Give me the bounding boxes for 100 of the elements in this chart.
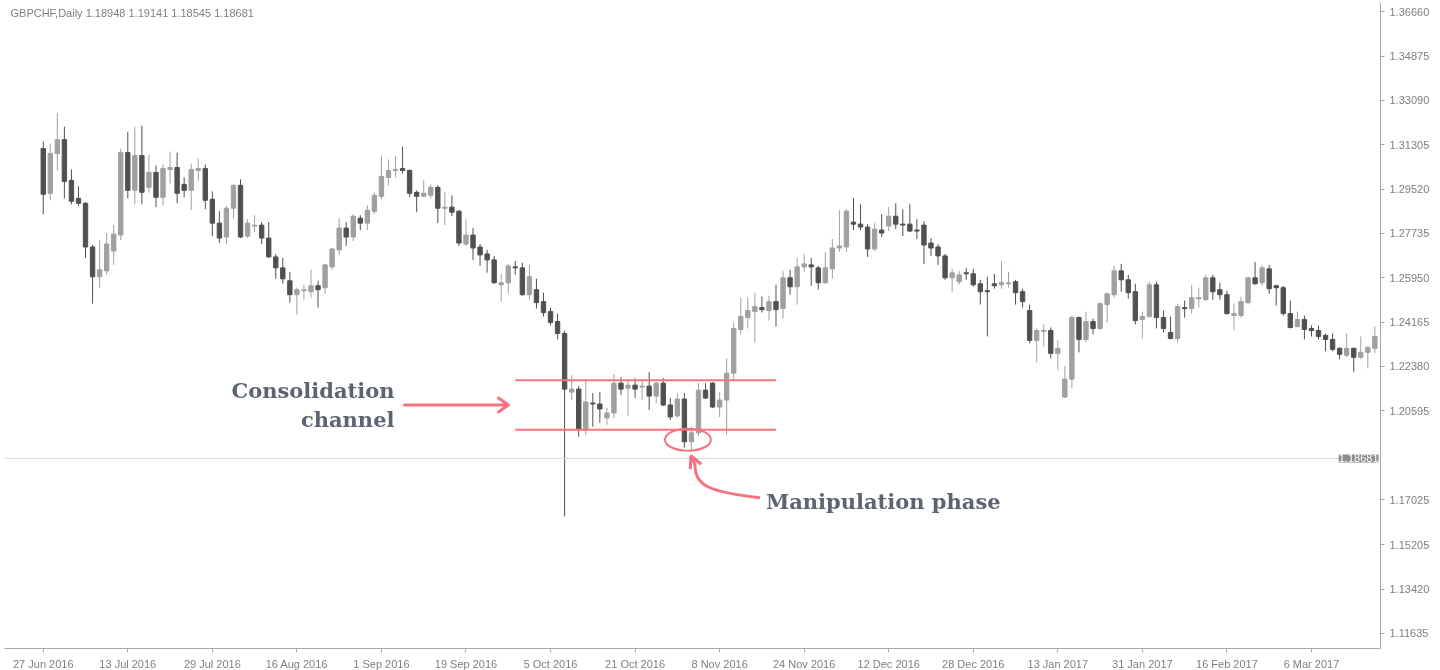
candlestick [857,203,864,231]
candlestick [871,222,878,252]
y-tick-label: 1.33090 [1389,94,1430,107]
candlestick [364,204,371,231]
candlestick [435,184,441,224]
candlestick [491,255,497,285]
candlestick [1351,346,1357,373]
candlestick [709,381,716,409]
x-tick-label: 27 Jun 2016 [12,657,74,670]
y-tick-label: 1.24165 [1389,316,1430,329]
annotation: Manipulation phase [765,489,1001,515]
candlestick [1301,315,1308,340]
candlestick [554,313,561,340]
candlestick [533,278,540,310]
candlestick [526,264,533,301]
x-tick-label: 16 Aug 2016 [265,657,328,670]
x-tick-label: 8 Nov 2016 [691,657,748,670]
candlestick [315,280,321,309]
candlestick [984,276,991,337]
candlestick [878,213,885,238]
x-tick-label: 24 Nov 2016 [772,657,836,670]
x-tick-label: 29 Jul 2016 [183,657,241,670]
candlestick [1259,264,1265,287]
candlestick [766,295,772,322]
candlestick [350,213,356,242]
candlestick [886,206,892,232]
annotation: Consolidation channel [231,378,395,432]
x-tick-label: 13 Jul 2016 [99,657,157,670]
candlestick [209,190,216,237]
y-tick-label: 1.22380 [1389,360,1430,373]
candlestick [787,269,793,296]
candlestick [378,155,385,200]
y-tick-label: 1.25950 [1389,271,1430,284]
candlestick [1344,332,1350,358]
candlestick [653,381,659,404]
candlestick [258,221,265,245]
candlestick [674,392,681,419]
x-tick-label: 12 Dec 2016 [857,657,920,670]
y-tick-label: 1.17025 [1389,493,1430,506]
candlestick [392,155,399,178]
candlestick [773,284,779,327]
candlestick [688,426,695,453]
candlestick [399,146,406,174]
x-tick-label: 16 Feb 2017 [1196,657,1258,670]
candlestick [604,407,610,426]
candlestick [836,209,843,253]
candlestick [1083,311,1089,343]
y-tick-label: 1.20595 [1389,404,1430,417]
candlestick [68,168,75,205]
candlestick [998,260,1005,290]
candlestick [568,374,575,401]
x-tick-label: 5 Oct 2016 [523,657,578,670]
candlestick [343,221,349,247]
candlestick [1055,339,1061,371]
candlestick [54,112,61,171]
candlestick [75,185,82,207]
candlestick [463,218,469,247]
candlestick [540,292,547,318]
candlestick [1139,311,1146,339]
candlestick [646,371,652,411]
y-tick-label: 1.15205 [1389,538,1430,551]
candlestick [244,218,251,239]
candlestick [216,210,223,244]
candlestick [850,197,857,231]
y-tick-label: 1.29520 [1389,183,1430,196]
candlestick [815,265,821,291]
candlestick [406,168,413,198]
candlestick [829,238,836,280]
y-tick-label: 1.27735 [1389,227,1430,240]
candlestick [1287,300,1293,329]
candlestick [625,379,631,417]
candlestick [413,189,420,213]
candlestick [1019,288,1026,309]
x-tick-label: 13 Jan 2017 [1027,657,1089,670]
candlestick [893,202,899,230]
candlestick [146,154,152,193]
candlestick [808,257,814,287]
candlestick [442,191,448,226]
candlestick [1252,261,1258,286]
candlestick [716,391,723,418]
y-tick-label: 1.36660 [1389,5,1430,18]
candlestick [639,380,645,401]
x-tick-label: 6 Mar 2017 [1283,657,1340,670]
x-tick-label: 31 Jan 2017 [1112,657,1173,670]
y-tick-label: 1.34875 [1389,50,1430,63]
candlestick [385,159,392,186]
candlestick [1118,263,1124,293]
y-tick-label: 1.31305 [1389,138,1430,151]
candlestick [96,239,103,289]
x-tick-label: 1 Sep 2016 [353,657,410,670]
candlestick [1076,316,1082,353]
candlestick [864,223,871,258]
ref-line-label: 1.18681 [1338,452,1379,465]
x-tick-label: 19 Sep 2016 [434,657,498,670]
candlestick [590,392,596,428]
candlestick [287,271,293,304]
x-tick-label: 21 Oct 2016 [605,657,666,670]
candlestick [230,183,237,219]
x-tick-label: 28 Dec 2016 [942,657,1005,670]
candlestick [1160,310,1167,333]
